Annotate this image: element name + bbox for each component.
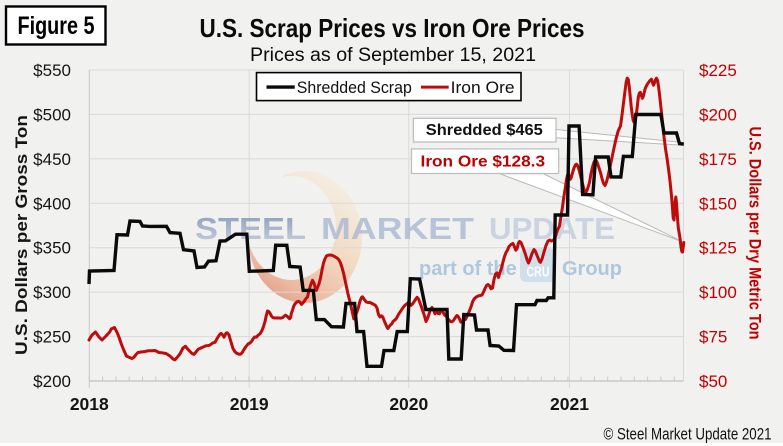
svg-text:$300: $300 xyxy=(33,283,71,302)
svg-text:Group: Group xyxy=(562,258,622,280)
svg-text:Figure 5: Figure 5 xyxy=(18,12,95,40)
svg-text:Shredded $465: Shredded $465 xyxy=(426,122,543,139)
svg-text:U.S. Dollars per Dry Metric To: U.S. Dollars per Dry Metric Ton xyxy=(746,127,765,340)
svg-text:$150: $150 xyxy=(699,194,737,213)
svg-text:2018: 2018 xyxy=(70,394,109,414)
svg-text:2020: 2020 xyxy=(389,394,428,414)
svg-text:2019: 2019 xyxy=(230,394,269,414)
svg-text:$225: $225 xyxy=(699,61,737,80)
svg-text:Prices as of September 15, 202: Prices as of September 15, 2021 xyxy=(250,45,536,66)
svg-text:$175: $175 xyxy=(699,150,737,169)
svg-text:$125: $125 xyxy=(699,239,737,258)
svg-text:$400: $400 xyxy=(33,194,71,213)
svg-text:$500: $500 xyxy=(33,105,71,124)
svg-text:$550: $550 xyxy=(33,61,71,80)
svg-text:$200: $200 xyxy=(33,372,71,391)
svg-text:$75: $75 xyxy=(699,328,727,347)
svg-text:MARKET: MARKET xyxy=(321,211,474,246)
svg-text:2021: 2021 xyxy=(550,394,589,414)
svg-text:U.S. Dollars per Gross Ton: U.S. Dollars per Gross Ton xyxy=(12,115,31,355)
svg-text:$450: $450 xyxy=(33,150,71,169)
svg-text:CRU: CRU xyxy=(527,265,550,281)
svg-text:$50: $50 xyxy=(699,372,727,391)
svg-text:$350: $350 xyxy=(33,239,71,258)
svg-text:STEEL: STEEL xyxy=(195,211,306,246)
svg-text:© Steel Market Update 2021: © Steel Market Update 2021 xyxy=(604,425,772,444)
svg-text:$100: $100 xyxy=(699,283,737,302)
svg-text:U.S. Scrap Prices vs Iron Ore: U.S. Scrap Prices vs Iron Ore Prices xyxy=(200,13,585,43)
svg-text:part of the: part of the xyxy=(419,258,517,280)
svg-text:$200: $200 xyxy=(699,105,737,124)
svg-text:$250: $250 xyxy=(33,328,71,347)
svg-text:Shredded Scrap: Shredded Scrap xyxy=(297,79,412,97)
svg-text:Iron Ore: Iron Ore xyxy=(451,79,515,97)
svg-text:Iron Ore $128.3: Iron Ore $128.3 xyxy=(421,154,546,171)
